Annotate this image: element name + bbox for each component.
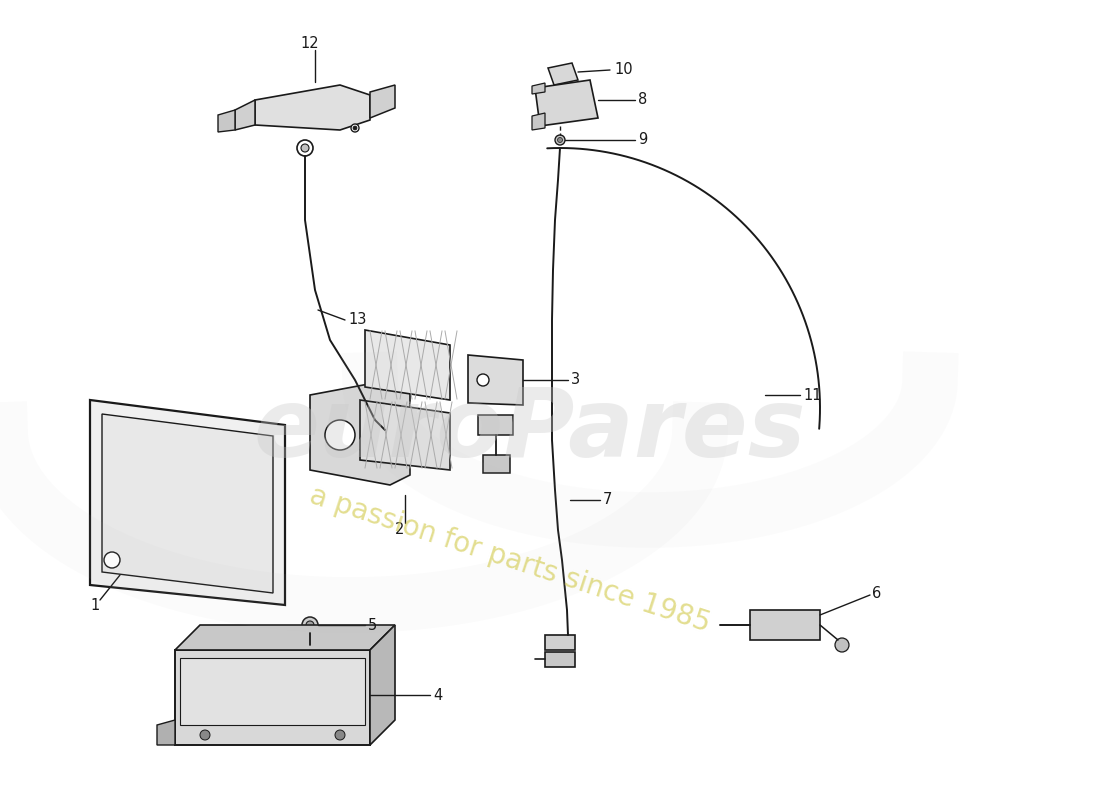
Circle shape <box>306 621 313 629</box>
Polygon shape <box>544 635 575 650</box>
Text: 6: 6 <box>872 586 881 602</box>
Polygon shape <box>360 400 450 470</box>
Polygon shape <box>175 625 395 650</box>
Text: 4: 4 <box>433 687 442 702</box>
Text: 1: 1 <box>90 598 100 613</box>
Circle shape <box>200 730 210 740</box>
Circle shape <box>324 420 355 450</box>
Text: 5: 5 <box>368 618 377 633</box>
Text: 9: 9 <box>638 133 647 147</box>
Text: 8: 8 <box>638 93 647 107</box>
Polygon shape <box>532 83 544 94</box>
Polygon shape <box>255 85 370 130</box>
Text: 12: 12 <box>300 35 319 50</box>
Polygon shape <box>370 85 395 118</box>
Text: a passion for parts since 1985: a passion for parts since 1985 <box>306 482 714 638</box>
Polygon shape <box>544 652 575 667</box>
Polygon shape <box>218 110 235 132</box>
Polygon shape <box>483 455 510 473</box>
Polygon shape <box>478 415 513 435</box>
Polygon shape <box>90 400 285 605</box>
Circle shape <box>104 552 120 568</box>
Text: 13: 13 <box>348 313 366 327</box>
Polygon shape <box>157 720 175 745</box>
Text: euroPares: euroPares <box>254 383 806 477</box>
Circle shape <box>835 638 849 652</box>
Polygon shape <box>535 80 598 126</box>
Circle shape <box>336 730 345 740</box>
Circle shape <box>301 144 309 152</box>
Circle shape <box>297 140 313 156</box>
Polygon shape <box>365 330 450 400</box>
Text: 2: 2 <box>395 522 405 538</box>
Text: 11: 11 <box>803 387 822 402</box>
Polygon shape <box>235 100 255 130</box>
Circle shape <box>556 135 565 145</box>
Circle shape <box>302 617 318 633</box>
Polygon shape <box>180 658 365 725</box>
Polygon shape <box>468 355 522 405</box>
Polygon shape <box>310 380 410 485</box>
Polygon shape <box>750 610 820 640</box>
Polygon shape <box>532 113 544 130</box>
Circle shape <box>351 124 359 132</box>
Circle shape <box>558 138 562 142</box>
Polygon shape <box>175 650 370 745</box>
Text: 3: 3 <box>571 373 580 387</box>
Circle shape <box>477 374 490 386</box>
Polygon shape <box>548 63 578 85</box>
Circle shape <box>353 126 358 130</box>
Polygon shape <box>102 414 273 593</box>
Text: 7: 7 <box>603 493 613 507</box>
Text: 10: 10 <box>614 62 632 78</box>
Polygon shape <box>370 625 395 745</box>
